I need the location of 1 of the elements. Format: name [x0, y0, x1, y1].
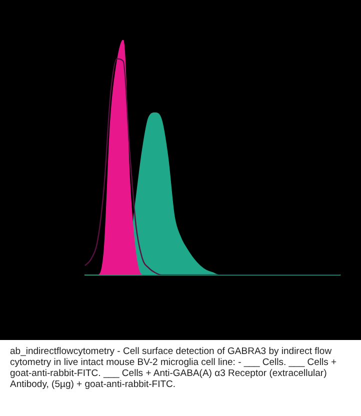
text: ab_indirectflowcytometry - Cell surface detection of GABRA3 by indirect flow cytometry in live intact mouse BV-2 microglia cell line: - ___ Cells. ___ Cells + goat-anti-rabbit-FITC. ___ Cells + Anti-GABA(A) α3 Receptor (extracellular) Antibody, (5µg) + goat-anti-rabbit-FITC. [9, 345, 338, 390]
